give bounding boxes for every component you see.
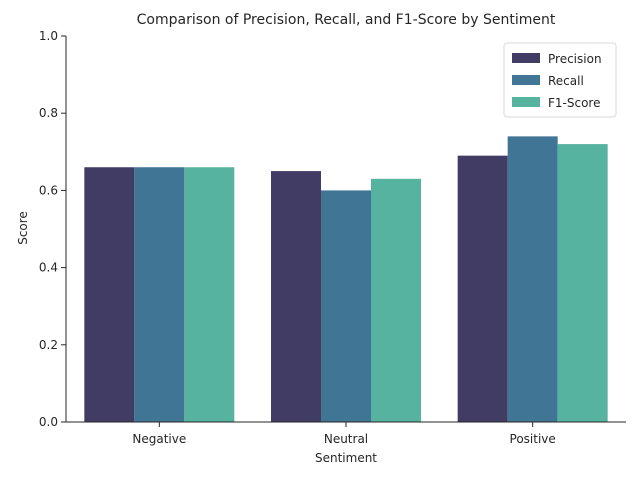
y-tick-label: 0.8 [39,106,58,120]
bar-negative-precision [84,167,135,422]
bar-positive-f1-score [557,144,608,422]
bars-group [84,136,608,423]
y-axis: 0.0 0.2 0.4 0.6 0.8 1.0 [39,29,67,429]
y-tick-label: 0.0 [39,415,58,429]
legend-label: Precision [548,52,602,66]
y-tick-label: 0.2 [39,338,58,352]
bar-negative-recall [134,167,185,422]
legend-swatch [512,97,540,107]
bar-neutral-f1-score [371,178,421,422]
x-tick-label: Negative [132,432,186,446]
legend-label: F1-Score [548,96,600,110]
bar-positive-precision [457,155,508,422]
x-tick-label: Positive [510,432,556,446]
x-axis-label: Sentiment [315,451,377,465]
y-tick-label: 0.4 [39,261,58,275]
x-axis: Negative Neutral Positive [66,421,626,446]
legend: Precision Recall F1-Score [503,42,617,118]
legend-label: Recall [548,74,584,88]
chart-title: Comparison of Precision, Recall, and F1-… [137,12,556,28]
y-tick-label: 1.0 [39,29,58,43]
x-tick-label: Neutral [324,432,368,446]
legend-swatch [512,75,540,85]
bar-neutral-precision [271,171,321,422]
y-tick-label: 0.6 [39,183,58,197]
legend-swatch [512,53,540,63]
y-axis-label: Score [16,211,30,245]
bar-positive-recall [507,136,558,423]
bar-negative-f1-score [184,167,235,422]
bar-neutral-recall [321,190,371,422]
